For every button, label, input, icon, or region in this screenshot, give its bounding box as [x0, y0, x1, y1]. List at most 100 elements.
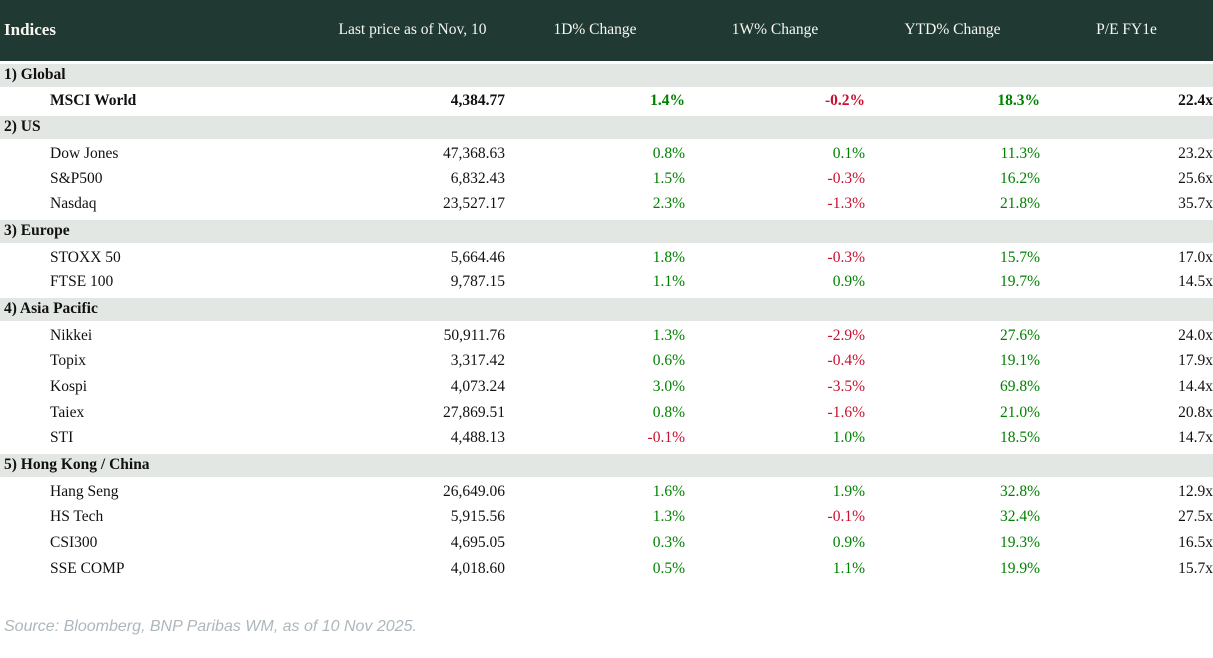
index-row-csi300: CSI300 4,695.05 0.3% 0.9% 19.3% 16.5x [0, 530, 1213, 556]
index-name: SSE COMP [50, 560, 125, 577]
cell-last: 4,073.24 [450, 378, 505, 395]
source-note: Source: Bloomberg, BNP Paribas WM, as of… [4, 618, 417, 635]
cell-d1: 0.3% [652, 534, 685, 551]
cell-w1: 1.1% [832, 560, 865, 577]
cell-pe: 15.7x [1178, 560, 1213, 577]
column-header-1w-change: 1W% Change [731, 21, 819, 39]
cell-last: 47,368.63 [443, 144, 505, 162]
column-header-indices: Indices [4, 20, 56, 40]
cell-last: 4,695.05 [450, 534, 505, 551]
header-row: Indices Last price as of Nov, 10 1D% Cha… [0, 0, 1213, 62]
cell-ytd: 27.6% [999, 326, 1040, 344]
cell-ytd: 16.2% [999, 170, 1040, 187]
index-name: Taiex [50, 404, 85, 421]
cell-pe: 22.4x [1178, 91, 1213, 109]
section-row-5-hong-kong-china: 5) Hong Kong / China [0, 450, 1213, 479]
indices-table: Indices Last price as of Nov, 10 1D% Cha… [0, 0, 1213, 582]
cell-last: 5,915.56 [450, 508, 505, 525]
section-label: 2) US [0, 112, 1213, 141]
cell-ytd: 21.0% [999, 404, 1040, 421]
cell-w1: -0.3% [827, 248, 865, 266]
index-name: Kospi [50, 378, 88, 395]
cell-pe: 16.5x [1178, 534, 1213, 551]
cell-pe: 17.9x [1178, 352, 1213, 369]
section-row-1-global: 1) Global [0, 60, 1213, 89]
cell-last: 50,911.76 [443, 326, 505, 344]
column-header-ytd-change: YTD% Change [904, 21, 1001, 39]
cell-ytd: 19.7% [999, 273, 1040, 291]
index-row-s-p500: S&P500 6,832.43 1.5% -0.3% 16.2% 25.6x [0, 166, 1213, 192]
section-label: 1) Global [0, 60, 1213, 89]
column-header-pe-fy1e: P/E FY1e [1096, 21, 1157, 39]
index-row-sse-comp: SSE COMP 4,018.60 0.5% 1.1% 19.9% 15.7x [0, 556, 1213, 582]
section-row-4-asia-pacific: 4) Asia Pacific [0, 294, 1213, 323]
cell-pe: 14.4x [1178, 378, 1213, 395]
cell-ytd: 11.3% [1000, 144, 1040, 162]
index-name: CSI300 [50, 534, 98, 551]
cell-w1: -3.5% [827, 378, 865, 395]
cell-w1: -2.9% [827, 326, 865, 344]
cell-d1: 1.3% [652, 326, 685, 344]
cell-last: 9,787.15 [450, 273, 505, 291]
index-row-nikkei: Nikkei 50,911.76 1.3% -2.9% 27.6% 24.0x [0, 322, 1213, 348]
cell-ytd: 18.5% [999, 429, 1040, 447]
cell-pe: 23.2x [1178, 144, 1213, 162]
cell-pe: 12.9x [1178, 482, 1213, 500]
index-name: Nasdaq [50, 195, 97, 213]
cell-last: 4,384.77 [450, 91, 505, 109]
index-row-topix: Topix 3,317.42 0.6% -0.4% 19.1% 17.9x [0, 348, 1213, 374]
cell-pe: 35.7x [1178, 195, 1213, 213]
index-row-sti: STI 4,488.13 -0.1% 1.0% 18.5% 14.7x [0, 426, 1213, 452]
cell-w1: -0.1% [827, 508, 865, 525]
section-row-3-europe: 3) Europe [0, 216, 1213, 245]
cell-pe: 27.5x [1178, 508, 1213, 525]
cell-ytd: 15.7% [999, 248, 1040, 266]
index-row-ftse-100: FTSE 100 9,787.15 1.1% 0.9% 19.7% 14.5x [0, 270, 1213, 296]
cell-last: 6,832.43 [450, 170, 505, 187]
cell-w1: 0.9% [832, 534, 865, 551]
index-row-hs-tech: HS Tech 5,915.56 1.3% -0.1% 32.4% 27.5x [0, 504, 1213, 530]
cell-last: 4,018.60 [450, 560, 505, 577]
cell-d1: 0.8% [652, 404, 685, 421]
cell-d1: 0.6% [652, 352, 685, 369]
index-name: S&P500 [50, 170, 103, 187]
column-header-1d-change: 1D% Change [553, 21, 637, 39]
cell-ytd: 21.8% [999, 195, 1040, 213]
cell-d1: 1.5% [652, 170, 685, 187]
cell-pe: 20.8x [1178, 404, 1213, 421]
index-row-dow-jones: Dow Jones 47,368.63 0.8% 0.1% 11.3% 23.2x [0, 140, 1213, 166]
cell-ytd: 32.4% [999, 508, 1040, 525]
cell-last: 23,527.17 [443, 195, 505, 213]
index-name: Nikkei [50, 326, 93, 344]
cell-w1: -0.4% [827, 352, 865, 369]
cell-ytd: 18.3% [997, 91, 1040, 109]
cell-ytd: 32.8% [999, 482, 1040, 500]
index-row-nasdaq: Nasdaq 23,527.17 2.3% -1.3% 21.8% 35.7x [0, 192, 1213, 218]
cell-pe: 25.6x [1178, 170, 1213, 187]
cell-pe: 14.5x [1178, 273, 1213, 291]
cell-w1: 0.9% [832, 273, 865, 291]
cell-last: 3,317.42 [450, 352, 505, 369]
cell-d1: 1.4% [650, 91, 685, 109]
cell-last: 27,869.51 [443, 404, 505, 421]
cell-d1: 1.8% [652, 248, 685, 266]
cell-d1: -0.1% [647, 429, 685, 447]
cell-w1: 0.1% [832, 144, 865, 162]
cell-d1: 1.1% [652, 273, 685, 291]
index-name: FTSE 100 [50, 273, 114, 291]
index-name: Hang Seng [50, 482, 119, 500]
cell-w1: 1.9% [832, 482, 865, 500]
index-row-taiex: Taiex 27,869.51 0.8% -1.6% 21.0% 20.8x [0, 400, 1213, 426]
indices-table-body: 1) Global MSCI World 4,384.77 1.4% -0.2% 18.3… [0, 60, 1213, 582]
index-name: Topix [50, 352, 86, 369]
index-row-kospi: Kospi 4,073.24 3.0% -3.5% 69.8% 14.4x [0, 374, 1213, 400]
section-label: 5) Hong Kong / China [0, 450, 1213, 479]
cell-w1: 1.0% [832, 429, 865, 447]
section-label: 3) Europe [0, 216, 1213, 245]
cell-d1: 1.3% [652, 508, 685, 525]
cell-last: 26,649.06 [443, 482, 505, 500]
index-name: Dow Jones [50, 144, 119, 162]
cell-w1: -0.3% [827, 170, 865, 187]
section-label: 4) Asia Pacific [0, 294, 1213, 323]
index-name: MSCI World [50, 91, 137, 109]
